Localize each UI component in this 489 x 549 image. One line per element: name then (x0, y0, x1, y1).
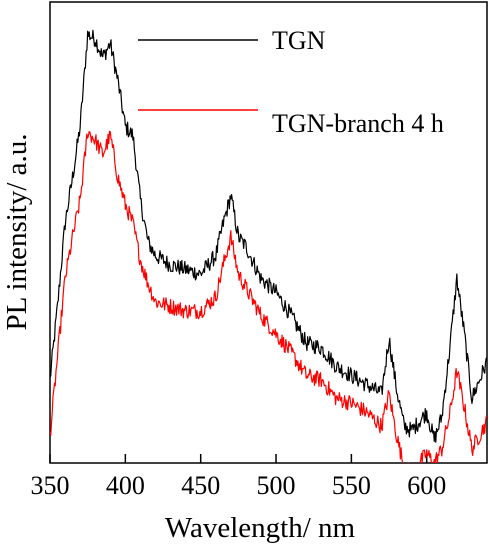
x-tick-label-500: 500 (257, 471, 296, 500)
x-tick-label-550: 550 (332, 471, 371, 500)
legend-label-tgn: TGN (272, 26, 326, 55)
plot-frame (49, 1, 488, 464)
x-tick-label-350: 350 (31, 471, 70, 500)
y-axis-title: PL intensity/ a.u. (1, 133, 33, 330)
x-tick-label-600: 600 (407, 471, 446, 500)
legend-label-tgn-branch: TGN-branch 4 h (272, 109, 444, 138)
x-tick-label-450: 450 (181, 471, 220, 500)
series-line-tgn-branch (50, 130, 487, 463)
x-axis-title: Wavelength/ nm (165, 512, 356, 544)
legend: TGN TGN-branch 4 h (138, 26, 444, 138)
series-layer (50, 29, 487, 463)
x-axis-tick-labels: 350 400 450 500 550 600 (31, 471, 447, 500)
x-axis-ticks (49, 454, 428, 463)
x-tick-label-400: 400 (106, 471, 145, 500)
series-line-tgn (50, 29, 487, 443)
